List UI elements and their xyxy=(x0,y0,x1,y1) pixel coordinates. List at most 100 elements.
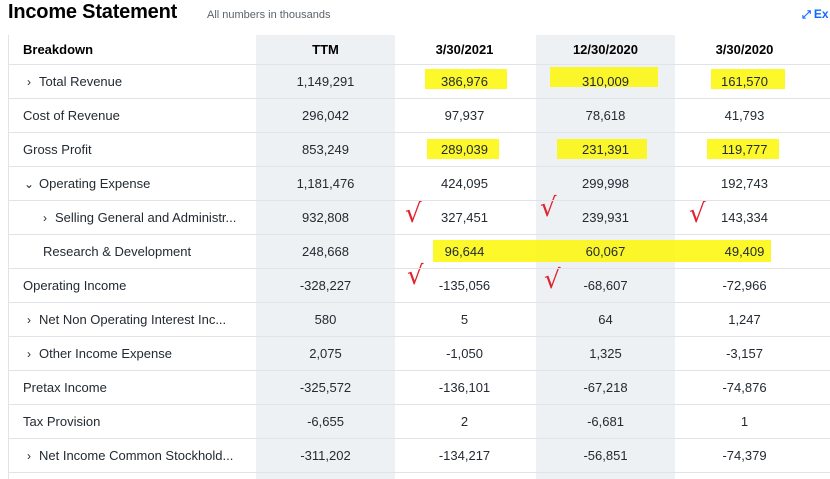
table-row-tax-provision: Tax Provision -6,655 2 -6,681 1 xyxy=(9,405,830,439)
cell-value: 327,451 xyxy=(441,210,488,225)
page-title: Income Statement xyxy=(8,1,178,23)
row-label-text: Operating Expense xyxy=(39,176,151,191)
chevron-right-icon[interactable]: › xyxy=(27,74,31,89)
check-mark: √ xyxy=(544,265,561,295)
table-row-cost-of-revenue: Cost of Revenue 296,042 97,937 78,618 41… xyxy=(9,99,830,133)
cell-value: 1 xyxy=(740,414,749,429)
cell-value: 424,095 xyxy=(441,176,488,191)
expand-all-button[interactable]: ⤢ Ex xyxy=(802,7,829,22)
cell-value: 580 xyxy=(314,312,337,327)
cell-value: -72,966 xyxy=(722,278,767,293)
row-label-text: Other Income Expense xyxy=(39,346,172,361)
chevron-right-icon[interactable]: › xyxy=(43,210,47,225)
table-row-research-development: Research & Development 248,668 96,644 60… xyxy=(9,235,830,269)
column-header-ttm: TTM xyxy=(312,42,339,57)
cell-value: 296,042 xyxy=(302,108,349,123)
cell-value: 161,570 xyxy=(721,74,768,89)
chevron-right-icon[interactable]: › xyxy=(27,312,31,327)
row-label: Operating Income xyxy=(23,278,127,293)
cell-value: 5 xyxy=(460,312,469,327)
cell-value: -6,655 xyxy=(307,414,344,429)
cell-value: -74,876 xyxy=(722,380,767,395)
cell-value: 41,793 xyxy=(724,108,765,123)
cell-value: 231,391 xyxy=(582,142,629,157)
row-label[interactable]: › Total Revenue xyxy=(23,65,253,98)
column-header-period: 3/30/2021 xyxy=(435,42,494,57)
expand-label: Ex xyxy=(813,7,829,21)
highlight-total-revenue-dec2020 xyxy=(550,67,658,87)
chevron-down-icon[interactable]: ⌄ xyxy=(23,176,35,191)
cell-value: 64 xyxy=(598,312,613,327)
units-note: All numbers in thousands xyxy=(207,9,331,21)
cell-value: -1,050 xyxy=(446,346,483,361)
cell-value: 289,039 xyxy=(441,142,488,157)
column-header-breakdown: Breakdown xyxy=(23,42,94,57)
cell-value: -136,101 xyxy=(438,380,491,395)
cell-value: -311,202 xyxy=(300,448,351,463)
cell-value: 60,067 xyxy=(585,244,626,259)
table-row-other-income-expense[interactable]: › Other Income Expense 2,075 -1,050 1,325… xyxy=(9,337,830,371)
cell-value: -6,681 xyxy=(587,414,624,429)
cell-value: 119,777 xyxy=(721,142,768,157)
check-mark: √ xyxy=(540,193,557,223)
cell-value: 239,931 xyxy=(582,210,629,225)
highlight-gross-profit-2021 xyxy=(427,139,499,159)
cell-value: -56,851 xyxy=(583,448,628,463)
cell-value: -68,607 xyxy=(583,278,628,293)
cell-value: -325,572 xyxy=(299,380,352,395)
row-label[interactable]: › Selling General and Administr... xyxy=(23,201,253,234)
table-header-row: Breakdown TTM 3/30/2021 12/30/2020 3/30/… xyxy=(9,35,830,65)
table-row-sga[interactable]: › Selling General and Administr... 932,80… xyxy=(9,201,830,235)
cell-value: 299,998 xyxy=(582,176,629,191)
cell-value: -3,157 xyxy=(726,346,763,361)
ttm-column-shade xyxy=(256,35,395,479)
table-row-net-income-common[interactable]: › Net Income Common Stockhold... -311,202… xyxy=(9,439,830,473)
page-header: Income Statement All numbers in thousand… xyxy=(0,0,830,30)
cell-value: 49,409 xyxy=(724,244,765,259)
cell-value: 310,009 xyxy=(582,74,629,89)
highlight-gross-profit-mar2020 xyxy=(707,139,779,159)
column-header-period: 3/30/2020 xyxy=(715,42,774,57)
row-label-text: Total Revenue xyxy=(39,74,123,89)
table-row-operating-expense[interactable]: ⌄ Operating Expense 1,181,476 424,095 299… xyxy=(9,167,830,201)
row-label[interactable]: ⌄ Operating Expense xyxy=(23,167,253,200)
check-mark: √ xyxy=(689,199,706,229)
table-row-total-revenue[interactable]: › Total Revenue 1,149,291 386,976 310,009… xyxy=(9,65,830,99)
table-row-operating-income: Operating Income -328,227 -135,056 -68,6… xyxy=(9,269,830,303)
row-label[interactable]: › Net Income Common Stockhold... xyxy=(23,439,253,472)
cell-value: 932,808 xyxy=(302,210,349,225)
row-label: Gross Profit xyxy=(23,142,92,157)
cell-value: 192,743 xyxy=(721,176,768,191)
cell-value: 1,325 xyxy=(589,346,622,361)
row-label[interactable]: › Net Non Operating Interest Inc... xyxy=(23,303,253,336)
highlight-total-revenue-mar2020 xyxy=(711,69,785,89)
row-label-text: Net Non Operating Interest Inc... xyxy=(39,312,227,327)
row-label[interactable]: › Other Income Expense xyxy=(23,337,253,370)
row-label: Research & Development xyxy=(43,244,192,259)
cell-value: -135,056 xyxy=(438,278,491,293)
cell-value: -328,227 xyxy=(299,278,352,293)
cell-value: 2,075 xyxy=(309,346,342,361)
chevron-right-icon[interactable]: › xyxy=(27,346,31,361)
row-label-text: Selling General and Administr... xyxy=(55,210,237,225)
highlight-total-revenue-2021 xyxy=(425,69,507,89)
cell-value: 1,181,476 xyxy=(296,176,355,191)
row-label: Tax Provision xyxy=(23,414,101,429)
check-mark: √ xyxy=(407,261,424,291)
cell-value: -74,379 xyxy=(722,448,767,463)
cell-value: 853,249 xyxy=(302,142,349,157)
check-mark: √ xyxy=(405,199,422,229)
table-row-pretax-income: Pretax Income -325,572 -136,101 -67,218 … xyxy=(9,371,830,405)
cell-value: 2 xyxy=(460,414,469,429)
chevron-right-icon[interactable]: › xyxy=(27,448,31,463)
expand-icon: ⤢ xyxy=(802,9,811,21)
row-label: Cost of Revenue xyxy=(23,108,120,123)
cell-value: -134,217 xyxy=(438,448,491,463)
cell-value: 248,668 xyxy=(302,244,349,259)
cell-value: -67,218 xyxy=(583,380,628,395)
table-row-gross-profit: Gross Profit 853,249 289,039 231,391 119… xyxy=(9,133,830,167)
cell-value: 1,247 xyxy=(728,312,761,327)
table-row-net-non-operating-interest[interactable]: › Net Non Operating Interest Inc... 580 5… xyxy=(9,303,830,337)
cell-value: 1,149,291 xyxy=(296,74,355,89)
cell-value: 386,976 xyxy=(441,74,488,89)
